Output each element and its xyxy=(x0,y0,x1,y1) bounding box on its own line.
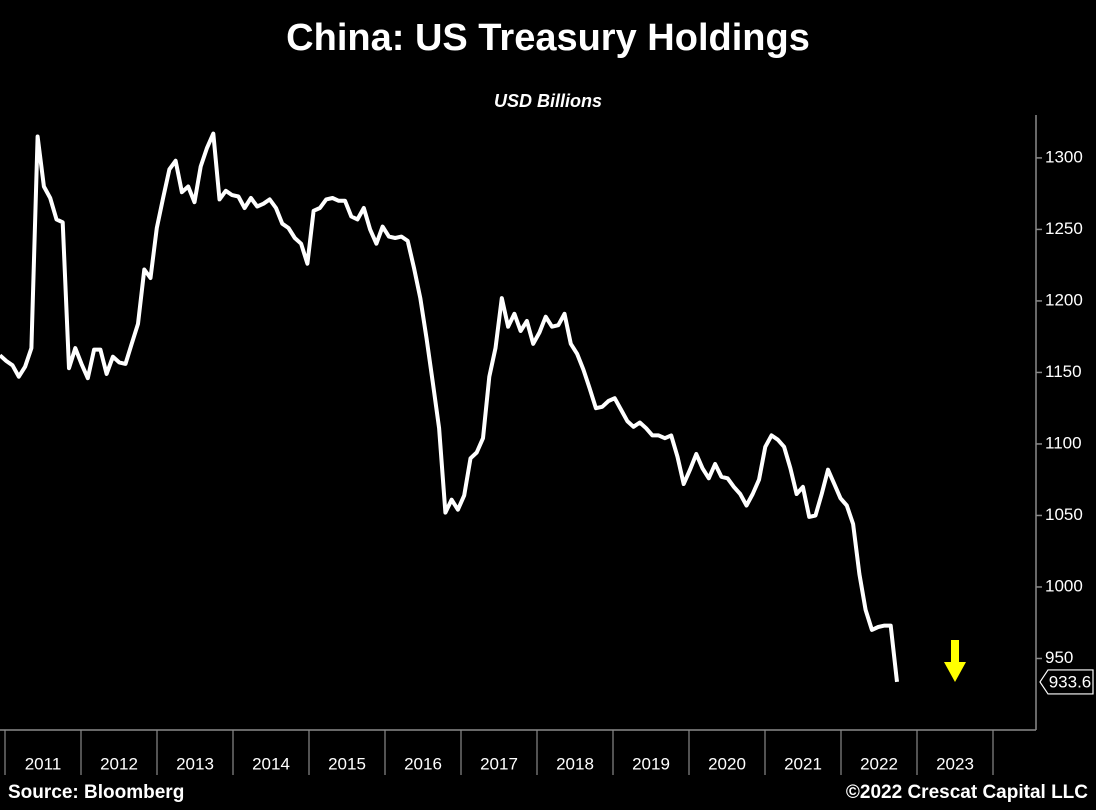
x-tick-label: 2020 xyxy=(708,754,746,773)
y-tick-label: 1150 xyxy=(1045,362,1082,381)
x-tick-label: 2021 xyxy=(784,754,822,773)
x-tick-label: 2018 xyxy=(556,754,594,773)
source: Source: Bloomberg xyxy=(8,782,184,803)
y-tick-label: 1200 xyxy=(1045,290,1083,309)
copyright: ©2022 Crescat Capital LLC xyxy=(846,782,1088,803)
x-tick-label: 2014 xyxy=(252,754,290,773)
chart-subtitle: USD Billions xyxy=(494,91,602,111)
chart-title: China: US Treasury Holdings xyxy=(286,17,810,59)
x-tick-label: 2016 xyxy=(404,754,442,773)
x-tick-label: 2019 xyxy=(632,754,670,773)
x-tick-label: 2017 xyxy=(480,754,518,773)
y-tick-label: 1300 xyxy=(1045,147,1083,166)
x-tick-label: 2011 xyxy=(25,754,62,773)
last-value-box xyxy=(1039,669,1094,695)
x-tick-label: 2022 xyxy=(860,754,898,773)
y-tick-label: 1000 xyxy=(1045,576,1083,595)
y-tick-label: 1050 xyxy=(1045,505,1083,524)
down-arrow xyxy=(944,640,966,682)
last-value-label: 933.6 xyxy=(1049,672,1092,691)
x-tick-label: 2015 xyxy=(328,754,366,773)
y-tick-label: 1250 xyxy=(1045,219,1083,238)
y-tick-label: 1100 xyxy=(1045,433,1082,452)
x-tick-label: 2023 xyxy=(936,754,974,773)
x-tick-label: 2013 xyxy=(176,754,214,773)
y-tick-label: 950 xyxy=(1045,648,1073,667)
line-series xyxy=(0,131,899,683)
x-tick-label: 2012 xyxy=(100,754,138,773)
